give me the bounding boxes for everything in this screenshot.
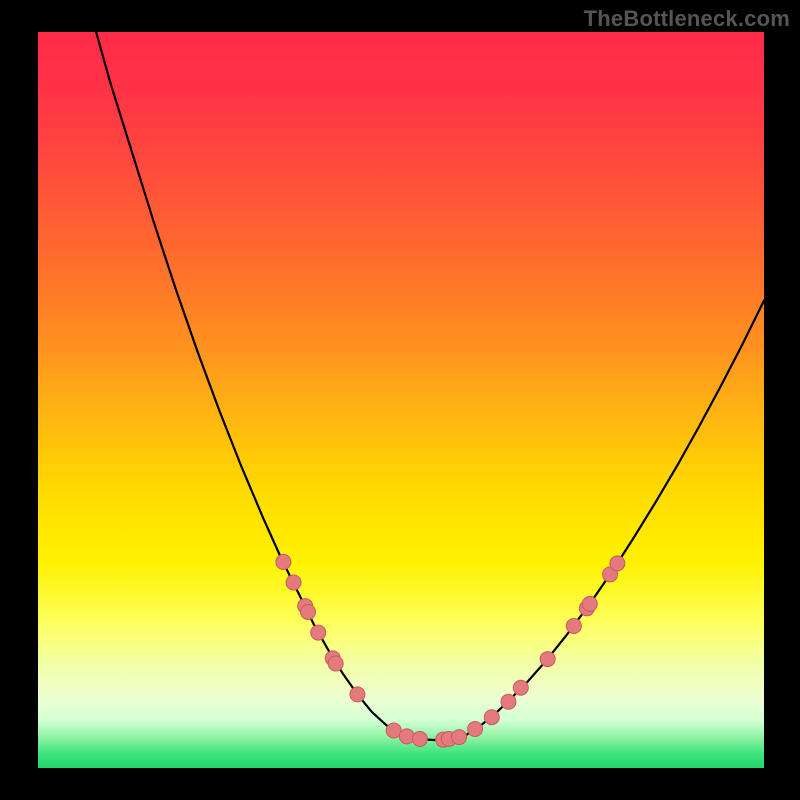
- data-marker: [286, 575, 301, 590]
- data-marker: [610, 556, 625, 571]
- plot-area: [38, 32, 764, 768]
- data-marker: [452, 730, 467, 745]
- data-marker: [468, 721, 483, 736]
- data-marker: [582, 596, 597, 611]
- data-marker: [301, 604, 316, 619]
- data-marker: [566, 618, 581, 633]
- data-marker: [399, 729, 414, 744]
- watermark-text: TheBottleneck.com: [584, 6, 790, 32]
- data-marker: [276, 554, 291, 569]
- data-marker: [412, 731, 427, 746]
- bottleneck-chart: [38, 32, 764, 768]
- gradient-background: [38, 32, 764, 768]
- data-marker: [484, 710, 499, 725]
- chart-canvas: TheBottleneck.com: [0, 0, 800, 800]
- data-marker: [311, 625, 326, 640]
- data-marker: [513, 680, 528, 695]
- data-marker: [328, 656, 343, 671]
- data-marker: [350, 687, 365, 702]
- data-marker: [540, 652, 555, 667]
- data-marker: [501, 694, 516, 709]
